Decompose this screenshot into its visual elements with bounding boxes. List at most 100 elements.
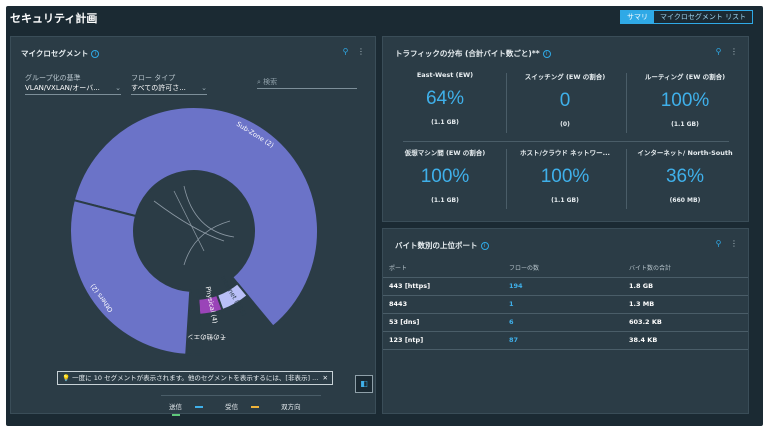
flow-count-link[interactable]: 1 bbox=[503, 295, 623, 314]
metric-value: 100% bbox=[660, 90, 710, 111]
info-icon[interactable]: i bbox=[542, 50, 551, 58]
bytes-cell: 1.3 MB bbox=[623, 295, 748, 314]
panel-actions: ⚲ ⋮ bbox=[716, 239, 738, 248]
legend-receive: 受信 bbox=[225, 403, 269, 411]
micro-list-tab[interactable]: マイクロセグメント リスト bbox=[660, 13, 747, 21]
column-header-flows[interactable]: フローの数 bbox=[503, 259, 623, 278]
donut-segment[interactable] bbox=[72, 107, 319, 328]
metric-sub: (1.1 GB) bbox=[431, 119, 459, 126]
flow-line bbox=[173, 190, 205, 252]
table-row: 53 [dns] 6 603.2 KB bbox=[383, 313, 748, 332]
info-icon[interactable]: i bbox=[480, 242, 489, 250]
divider bbox=[506, 73, 507, 133]
segment-label: その他のエンティティ bbox=[162, 333, 226, 342]
group-by-value: VLAN/VXLAN/オーバ... bbox=[25, 84, 100, 92]
search-input[interactable]: ⌕ 検索 bbox=[257, 77, 357, 89]
metric-value: 100% bbox=[420, 166, 470, 187]
column-header-port[interactable]: ポート bbox=[383, 259, 503, 278]
chevron-down-icon: ⌄ bbox=[201, 84, 207, 92]
panel-actions: ⚲ ⋮ bbox=[716, 47, 738, 56]
legend-send-label: 送信 bbox=[169, 403, 182, 411]
legend-send-swatch bbox=[195, 406, 203, 408]
legend-both-swatch bbox=[172, 414, 180, 416]
metric-north-south: インターネット/ North-South 36% (660 MB) bbox=[629, 147, 741, 204]
column-header-bytes[interactable]: バイト数の合計 bbox=[623, 259, 748, 278]
metric-sub: (1.1 GB) bbox=[551, 197, 579, 204]
traffic-title-text: トラフィックの分布 (合計バイト数ごと)** bbox=[395, 49, 540, 58]
metric-switching: スイッチング (EW の割合) 0 (0) bbox=[509, 71, 621, 128]
more-vertical-icon[interactable]: ⋮ bbox=[357, 47, 365, 56]
close-icon[interactable]: ✕ bbox=[322, 374, 328, 382]
metric-title: 仮想マシン間 (EW の割合) bbox=[404, 149, 486, 157]
legend-both-label: 双方向 bbox=[281, 403, 301, 411]
segment-limit-note: 💡 一度に 10 セグメントが表示されます。他のセグメントを表示するには、[非表… bbox=[57, 371, 333, 385]
segment-donut-chart: Sub-Zone (2)Internet (255)Physical (4)その… bbox=[69, 107, 319, 356]
bulb-icon: 💡 bbox=[62, 374, 71, 382]
info-icon[interactable]: i bbox=[91, 50, 100, 58]
side-panel-icon[interactable]: ◧ bbox=[355, 375, 373, 393]
metric-sub: (1.1 GB) bbox=[431, 197, 459, 204]
panel-actions: ⚲ ⋮ bbox=[343, 47, 365, 56]
top-ports-table: ポート フローの数 バイト数の合計 443 [https] 194 1.8 GB… bbox=[383, 259, 748, 350]
microsegment-panel: マイクロセグメント i ⚲ ⋮ グループ化の基準 VLAN/VXLAN/オーバ..… bbox=[10, 36, 376, 416]
more-vertical-icon[interactable]: ⋮ bbox=[730, 239, 738, 248]
flow-type-value: すべての許可さ... bbox=[131, 84, 186, 92]
port-cell: 123 [ntp] bbox=[383, 331, 503, 350]
pin-icon[interactable]: ⚲ bbox=[715, 239, 722, 248]
flow-type-dropdown[interactable]: すべての許可さ... ⌄ bbox=[131, 83, 207, 95]
flow-count-link[interactable]: 194 bbox=[503, 277, 623, 296]
summary-tab[interactable]: サマリ bbox=[621, 11, 654, 23]
table-row: 443 [https] 194 1.8 GB bbox=[383, 277, 748, 296]
metric-vm-to-vm: 仮想マシン間 (EW の割合) 100% (1.1 GB) bbox=[389, 147, 501, 204]
flow-legend: 送信 受信 双方向 bbox=[161, 395, 321, 416]
top-ports-panel: バイト数別の上位ポート i ⚲ ⋮ ポート フローの数 バイト数の合計 443 [… bbox=[382, 228, 749, 414]
metric-title: インターネット/ North-South bbox=[637, 149, 733, 157]
metric-east-west: East-West (EW) 64% (1.1 GB) bbox=[389, 71, 501, 126]
microsegment-title-text: マイクロセグメント bbox=[21, 49, 89, 58]
search-placeholder: 検索 bbox=[263, 78, 278, 86]
metric-value: 0 bbox=[559, 90, 571, 111]
flow-count-link[interactable]: 6 bbox=[503, 313, 623, 332]
traffic-panel: トラフィックの分布 (合計バイト数ごと)** i ⚲ ⋮ East-West (E… bbox=[382, 36, 749, 222]
group-by-dropdown[interactable]: VLAN/VXLAN/オーバ... ⌄ bbox=[25, 83, 121, 95]
metric-routing: ルーティング (EW の割合) 100% (1.1 GB) bbox=[629, 71, 741, 128]
flow-line bbox=[183, 185, 235, 238]
metric-title: East-West (EW) bbox=[416, 71, 474, 79]
metric-host-cloud: ホスト/クラウド ネットワー... 100% (1.1 GB) bbox=[509, 147, 621, 204]
divider bbox=[506, 149, 507, 209]
group-by-label: グループ化の基準 bbox=[25, 74, 81, 82]
main-frame: セキュリティ計画 サマリ マイクロセグメント リスト マイクロセグメント i ⚲ … bbox=[6, 6, 763, 426]
table-row: 8443 1 1.3 MB bbox=[383, 295, 748, 314]
traffic-title: トラフィックの分布 (合計バイト数ごと)** i bbox=[395, 48, 551, 59]
metric-sub: (0) bbox=[560, 121, 570, 128]
metric-value: 100% bbox=[540, 166, 590, 187]
port-cell: 53 [dns] bbox=[383, 313, 503, 332]
flow-count-link[interactable]: 87 bbox=[503, 331, 623, 350]
metric-sub: (660 MB) bbox=[669, 197, 701, 204]
donut-segment[interactable] bbox=[69, 198, 192, 356]
pin-icon[interactable]: ⚲ bbox=[342, 47, 349, 56]
flow-line bbox=[183, 220, 231, 266]
table-row: 123 [ntp] 87 38.4 KB bbox=[383, 331, 748, 350]
bytes-cell: 1.8 GB bbox=[623, 277, 748, 296]
divider bbox=[626, 149, 627, 209]
top-ports-title: バイト数別の上位ポート i bbox=[395, 240, 489, 251]
bytes-cell: 603.2 KB bbox=[623, 313, 748, 332]
metric-title: ホスト/クラウド ネットワー... bbox=[519, 149, 611, 157]
view-toggle: サマリ マイクロセグメント リスト bbox=[620, 10, 754, 24]
more-vertical-icon[interactable]: ⋮ bbox=[730, 47, 738, 56]
metric-value: 64% bbox=[425, 88, 465, 109]
top-ports-title-text: バイト数別の上位ポート bbox=[395, 241, 478, 250]
table-header-row: ポート フローの数 バイト数の合計 bbox=[383, 259, 748, 278]
divider bbox=[403, 141, 729, 142]
metric-sub: (1.1 GB) bbox=[671, 121, 699, 128]
flow-type-label: フロー タイプ bbox=[131, 74, 176, 82]
port-cell: 8443 bbox=[383, 295, 503, 314]
pin-icon[interactable]: ⚲ bbox=[715, 47, 722, 56]
bytes-cell: 38.4 KB bbox=[623, 331, 748, 350]
page-title: セキュリティ計画 bbox=[10, 12, 98, 25]
legend-send: 送信 bbox=[169, 403, 213, 411]
chevron-down-icon: ⌄ bbox=[115, 84, 121, 92]
microsegment-title: マイクロセグメント i bbox=[21, 48, 100, 59]
metric-title: ルーティング (EW の割合) bbox=[644, 73, 726, 81]
